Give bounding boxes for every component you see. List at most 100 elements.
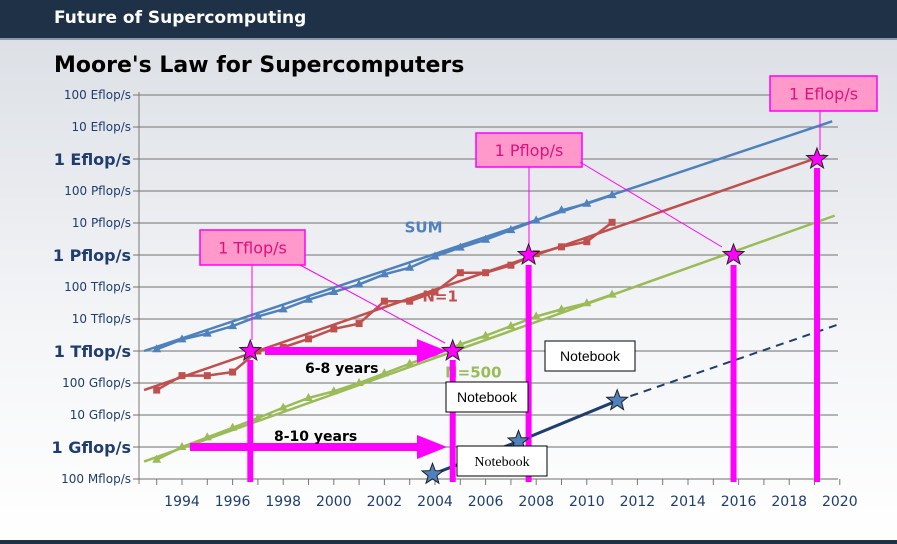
data-point xyxy=(354,378,364,386)
series-label: N=500 xyxy=(445,363,501,381)
callout-box xyxy=(199,229,306,266)
arrow-8-10-years xyxy=(190,443,419,451)
y-tick-label: 1 Pflop/s xyxy=(53,246,131,265)
x-tick-label: 2002 xyxy=(367,494,403,510)
data-point xyxy=(229,368,237,376)
data-point xyxy=(304,294,313,303)
data-point xyxy=(431,288,439,296)
arrow-6-8-years-head xyxy=(417,339,447,363)
data-point xyxy=(455,242,465,251)
data-point xyxy=(329,386,339,395)
notebook-box xyxy=(445,381,529,413)
footer-bar xyxy=(0,540,897,544)
data-point xyxy=(253,413,263,422)
y-tick-label: 1 Eflop/s xyxy=(54,150,131,169)
milestone-bar xyxy=(525,265,532,482)
callout-box xyxy=(769,75,878,112)
data-point xyxy=(557,205,566,214)
series-label: SUM xyxy=(405,219,443,237)
data-point xyxy=(228,422,238,431)
notebook-star xyxy=(420,461,445,485)
notebook-label: Notebook xyxy=(474,455,529,470)
callout-label: 1 Pflop/s xyxy=(495,141,564,160)
data-point xyxy=(177,334,187,343)
data-point xyxy=(278,304,288,313)
arrow-6-8-years xyxy=(265,347,419,355)
callout-box xyxy=(475,132,583,168)
arrow-8-10-years-head xyxy=(417,435,447,459)
x-tick-label: 1994 xyxy=(164,494,200,510)
callout-label: 1 Eflop/s xyxy=(789,85,858,104)
data-point xyxy=(202,328,212,337)
data-point xyxy=(405,358,415,367)
data-point xyxy=(254,347,262,355)
data-point xyxy=(405,262,415,271)
data-point xyxy=(430,251,440,260)
x-tick-label: 2010 xyxy=(569,494,605,510)
y-tick-label: 10 Tflop/s xyxy=(72,312,131,326)
data-point xyxy=(203,372,211,380)
milestone-bar xyxy=(449,360,456,482)
x-tick-label: 2006 xyxy=(468,494,504,510)
y-tick-label: 1 Tflop/s xyxy=(54,342,131,361)
data-point xyxy=(583,238,591,246)
data-point xyxy=(481,234,491,243)
x-tick-label: 1996 xyxy=(215,494,251,510)
x-tick-label: 2012 xyxy=(620,494,656,510)
x-tick-label: 2018 xyxy=(771,494,807,510)
x-tick-label: 2020 xyxy=(822,494,858,510)
data-point xyxy=(607,190,617,199)
milestone-bar xyxy=(730,265,737,482)
x-tick-label: 2014 xyxy=(670,494,706,510)
chart-title: Moore's Law for Supercomputers xyxy=(54,53,465,78)
data-point xyxy=(177,442,187,450)
milestone-bar xyxy=(247,360,254,482)
trend-line-sum xyxy=(143,120,833,353)
x-tick-label: 2016 xyxy=(721,494,757,510)
notebook-star xyxy=(605,388,629,411)
data-point xyxy=(379,269,389,278)
notebook-box xyxy=(544,340,636,372)
milestone-star xyxy=(721,242,746,266)
x-tick-label: 2000 xyxy=(316,494,352,510)
data-point xyxy=(482,269,490,277)
gap-label: 8-10 years xyxy=(274,429,357,445)
callout-label: 1 Tflop/s xyxy=(218,239,287,258)
data-point xyxy=(354,279,364,288)
notebook-box xyxy=(456,445,548,477)
data-point xyxy=(379,368,389,377)
data-point xyxy=(330,325,338,333)
data-point xyxy=(304,392,313,401)
data-point xyxy=(355,320,363,328)
data-point xyxy=(507,261,515,269)
y-tick-label: 10 Eflop/s xyxy=(72,120,131,134)
y-tick-label: 100 Mflop/s xyxy=(61,472,131,486)
header-title: Future of Supercomputing xyxy=(54,8,307,28)
y-tick-label: 100 Gflop/s xyxy=(62,376,131,390)
y-tick-label: 10 Gflop/s xyxy=(70,408,131,422)
callout-pointer xyxy=(299,264,446,344)
x-tick-label: 1998 xyxy=(265,494,301,510)
data-point xyxy=(202,432,212,441)
data-point xyxy=(152,344,162,353)
x-tick-label: 2008 xyxy=(518,494,554,510)
data-point xyxy=(506,321,516,330)
data-point xyxy=(380,297,388,305)
data-point xyxy=(329,286,339,295)
milestone-star xyxy=(440,338,465,362)
data-point xyxy=(456,269,464,277)
header-bar: Future of Supercomputing xyxy=(0,0,897,40)
series-label: N=1 xyxy=(422,288,458,306)
data-point xyxy=(153,386,161,394)
notebook-label: Notebook xyxy=(457,389,518,405)
data-point xyxy=(278,402,288,411)
data-point xyxy=(608,218,616,226)
data-point xyxy=(228,321,238,330)
data-point xyxy=(305,335,312,343)
milestone-bar xyxy=(814,168,821,482)
data-point xyxy=(506,225,516,234)
data-point xyxy=(178,372,186,380)
milestone-star xyxy=(516,242,541,266)
y-tick-label: 100 Pflop/s xyxy=(64,184,131,198)
